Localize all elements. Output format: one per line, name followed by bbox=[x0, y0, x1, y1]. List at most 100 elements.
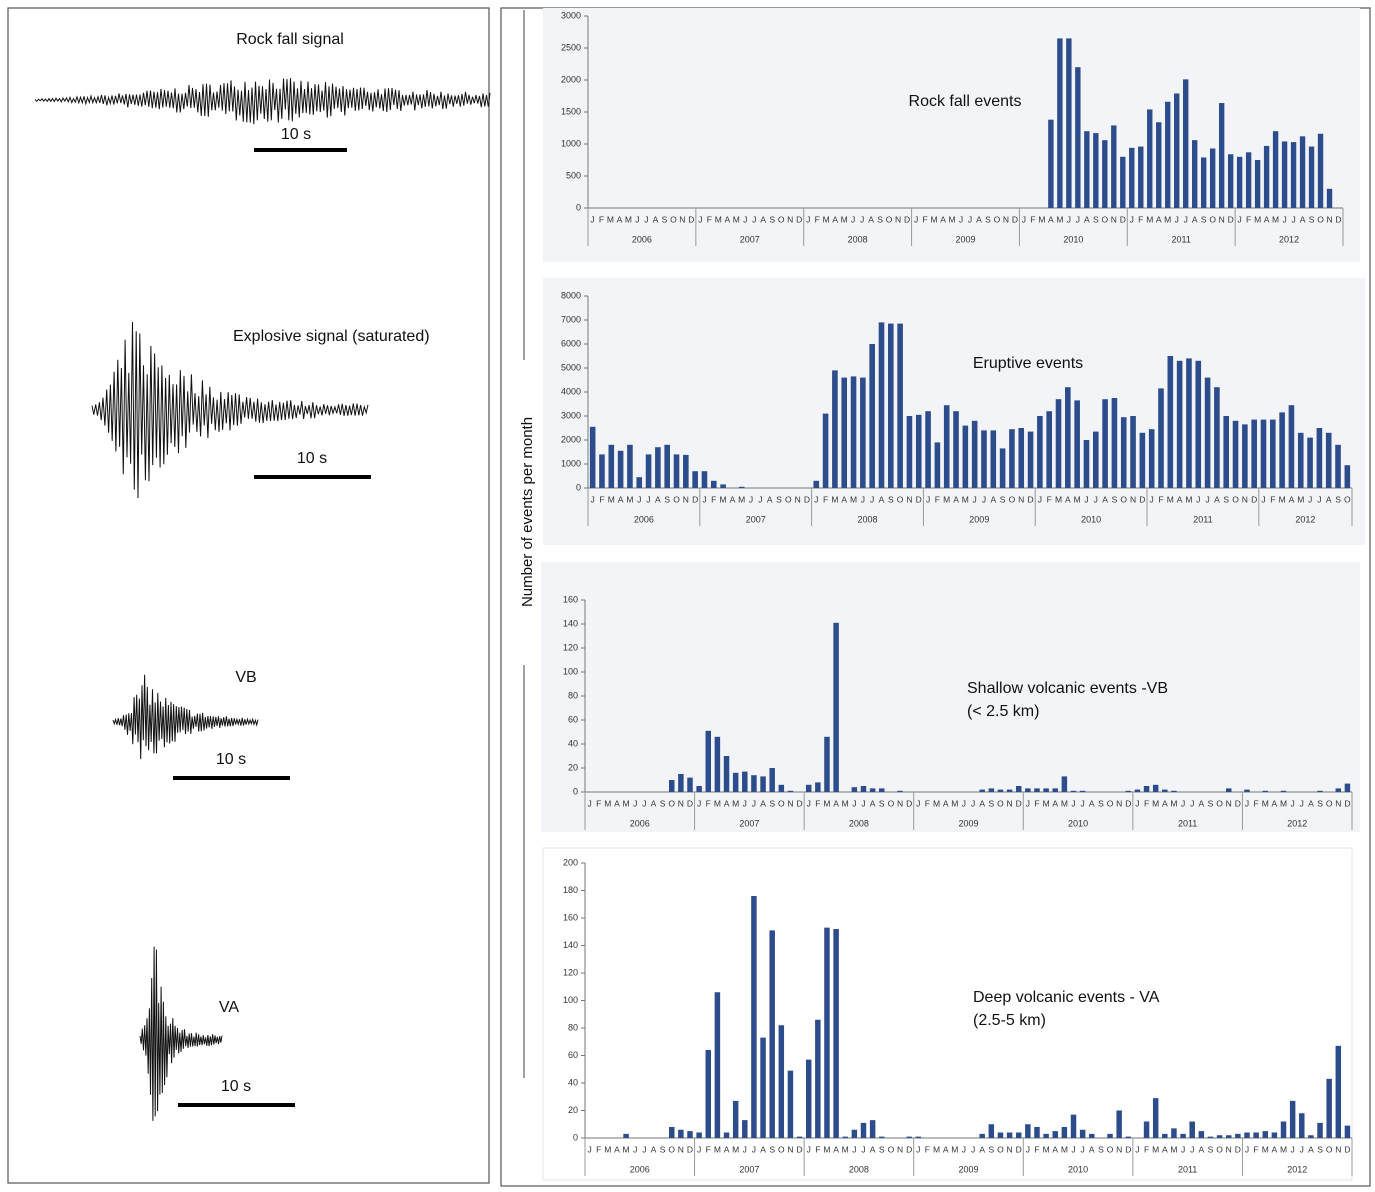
x-tick-label: D bbox=[1251, 494, 1257, 504]
bar bbox=[655, 447, 661, 488]
x-tick-label: M bbox=[823, 798, 830, 808]
x-tick-label: J bbox=[743, 214, 747, 224]
bar bbox=[981, 430, 987, 488]
x-tick-label: A bbox=[614, 1144, 620, 1154]
y-tick-label: 20 bbox=[568, 1105, 578, 1115]
x-tick-label: O bbox=[1120, 494, 1127, 504]
x-tick-label: A bbox=[870, 798, 876, 808]
y-tick-label: 3000 bbox=[561, 410, 581, 420]
y-tick-label: 7000 bbox=[561, 314, 581, 324]
x-tick-label: S bbox=[879, 798, 885, 808]
bar bbox=[822, 413, 829, 488]
bar bbox=[1335, 788, 1342, 792]
bar bbox=[1093, 133, 1099, 208]
bar bbox=[1254, 160, 1261, 208]
bar bbox=[925, 411, 931, 488]
chart-background bbox=[542, 847, 1353, 1181]
x-tick-label: N bbox=[678, 1144, 684, 1154]
y-tick-label: 5000 bbox=[561, 362, 581, 372]
year-label: 2009 bbox=[958, 1164, 978, 1174]
bar bbox=[687, 777, 693, 792]
x-tick-label: J bbox=[752, 1144, 756, 1154]
year-label: 2006 bbox=[634, 514, 654, 524]
bar bbox=[1120, 417, 1127, 488]
x-tick-label: J bbox=[1150, 494, 1154, 504]
x-tick-label: A bbox=[760, 798, 766, 808]
x-tick-label: O bbox=[778, 1144, 785, 1154]
x-tick-label: A bbox=[653, 214, 659, 224]
bar bbox=[990, 430, 997, 488]
x-tick-label: D bbox=[1344, 1144, 1350, 1154]
y-tick-label: 160 bbox=[563, 594, 578, 604]
x-tick-label: N bbox=[1003, 214, 1009, 224]
x-tick-label: D bbox=[1228, 214, 1234, 224]
x-tick-label: J bbox=[637, 494, 641, 504]
bar bbox=[1176, 360, 1183, 488]
x-tick-label: S bbox=[1098, 798, 1104, 808]
x-tick-label: N bbox=[895, 214, 901, 224]
x-tick-label: D bbox=[1120, 214, 1126, 224]
y-tick-label: 3000 bbox=[561, 10, 581, 20]
bar bbox=[1027, 431, 1034, 488]
x-tick-label: S bbox=[664, 494, 670, 504]
y-tick-label: 40 bbox=[568, 1077, 578, 1087]
x-tick-label: N bbox=[795, 494, 801, 504]
bar bbox=[608, 444, 615, 488]
y-tick-label: 100 bbox=[563, 666, 578, 676]
y-tick-label: 140 bbox=[563, 940, 578, 950]
bar bbox=[1263, 145, 1270, 208]
x-tick-label: J bbox=[968, 214, 972, 224]
x-tick-label: S bbox=[660, 798, 666, 808]
bar bbox=[824, 736, 830, 792]
y-tick-label: 0 bbox=[573, 786, 578, 796]
x-tick-label: M bbox=[951, 798, 958, 808]
bar bbox=[815, 782, 821, 792]
x-tick-label: M bbox=[933, 1144, 940, 1154]
y-axis-label: Number of events per month bbox=[519, 417, 536, 607]
bar bbox=[1279, 412, 1285, 488]
bar bbox=[999, 448, 1006, 488]
x-tick-label: A bbox=[1192, 214, 1198, 224]
x-tick-label: O bbox=[897, 494, 904, 504]
x-tick-label: J bbox=[1038, 494, 1042, 504]
x-tick-label: M bbox=[732, 1144, 739, 1154]
year-label: 2007 bbox=[740, 234, 760, 244]
bar bbox=[1006, 1132, 1013, 1138]
y-tick-label: 8000 bbox=[561, 290, 581, 300]
bar bbox=[1299, 1113, 1305, 1138]
year-label: 2012 bbox=[1279, 234, 1299, 244]
x-tick-label: N bbox=[1116, 1144, 1122, 1154]
x-tick-label: O bbox=[673, 494, 680, 504]
x-tick-label: M bbox=[1185, 494, 1192, 504]
x-tick-label: M bbox=[842, 1144, 849, 1154]
bar bbox=[1147, 109, 1153, 208]
bar bbox=[851, 1129, 858, 1138]
x-tick-label: J bbox=[973, 494, 977, 504]
bar bbox=[943, 405, 950, 488]
chart-title: Eruptive events bbox=[973, 355, 1083, 372]
bar bbox=[627, 444, 633, 488]
bar bbox=[678, 1129, 684, 1138]
bar bbox=[813, 480, 820, 488]
x-tick-label: J bbox=[1190, 1144, 1194, 1154]
bar bbox=[1089, 1133, 1095, 1138]
x-tick-label: S bbox=[776, 494, 782, 504]
y-tick-label: 2000 bbox=[561, 74, 581, 84]
x-tick-label: J bbox=[1071, 1144, 1075, 1154]
x-tick-label: M bbox=[715, 214, 722, 224]
x-tick-label: F bbox=[1034, 798, 1039, 808]
bar bbox=[1084, 131, 1090, 208]
x-tick-label: A bbox=[1199, 798, 1205, 808]
bar bbox=[1214, 387, 1220, 488]
bar bbox=[934, 442, 941, 488]
year-label: 2009 bbox=[958, 818, 978, 828]
bar bbox=[732, 1100, 739, 1138]
x-tick-label: J bbox=[1022, 214, 1026, 224]
x-tick-label: M bbox=[842, 798, 849, 808]
x-tick-label: O bbox=[1317, 214, 1324, 224]
x-tick-label: D bbox=[1012, 214, 1018, 224]
x-tick-label: N bbox=[1226, 798, 1232, 808]
year-label: 2008 bbox=[848, 234, 868, 244]
chart-title: Deep volcanic events - VA bbox=[973, 989, 1160, 1006]
x-tick-label: A bbox=[868, 214, 874, 224]
